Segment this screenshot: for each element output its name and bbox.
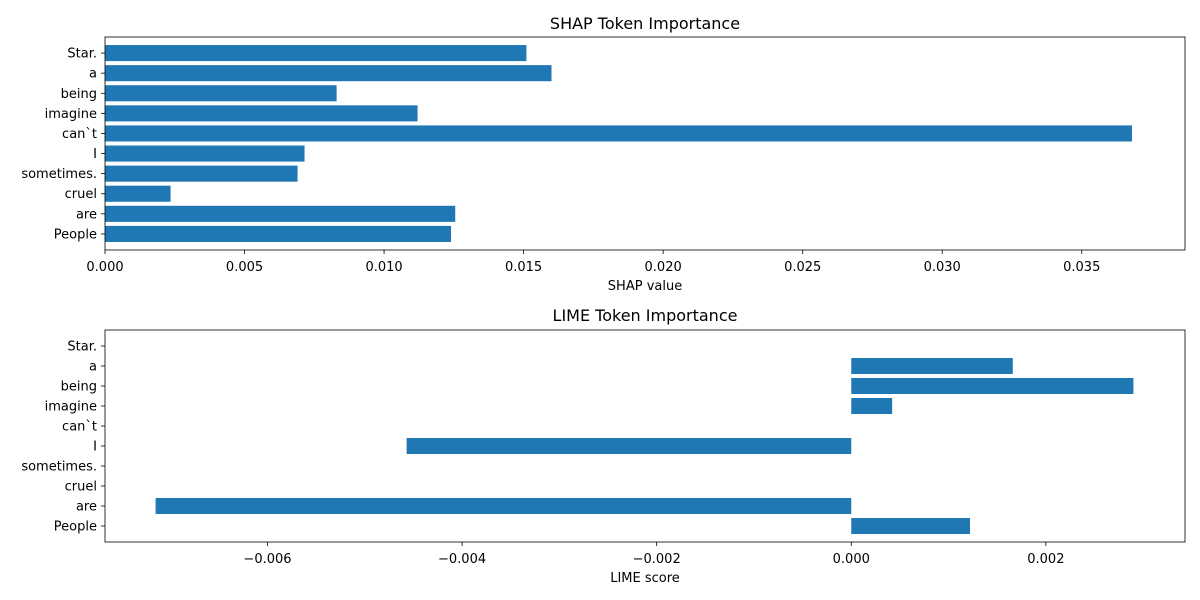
y-tick-label: are [76, 500, 97, 515]
x-tick-label: 0.015 [505, 260, 542, 275]
x-tick-label: −0.002 [633, 552, 681, 567]
y-tick-label: I [93, 440, 97, 455]
x-tick-label: 0.035 [1063, 260, 1100, 275]
bar [105, 85, 337, 102]
y-tick-label: are [76, 207, 97, 222]
axes-frame [104, 36, 1186, 251]
y-tick-label: I [93, 147, 97, 162]
x-axis-label: SHAP value [608, 279, 682, 294]
bar [105, 45, 527, 62]
x-tick-label: 0.002 [1027, 552, 1064, 567]
chart-title: LIME Token Importance [553, 306, 738, 325]
y-tick-label: imagine [45, 107, 97, 122]
bar [851, 358, 1013, 374]
axes-frame [104, 329, 1186, 543]
bar [851, 398, 893, 414]
y-tick-label: being [61, 380, 97, 395]
bar [105, 145, 305, 162]
x-tick-label: 0.025 [784, 260, 821, 275]
bar [851, 378, 1134, 394]
y-tick-label: People [54, 520, 97, 535]
chart-title: SHAP Token Importance [550, 14, 740, 33]
bar [105, 105, 418, 122]
y-tick-label: cruel [65, 480, 97, 495]
bar [105, 65, 552, 82]
x-tick-label: 0.005 [226, 260, 263, 275]
bar [105, 185, 171, 202]
bar [105, 225, 452, 242]
x-axis-label: LIME score [610, 571, 680, 586]
x-tick-label: 0.030 [924, 260, 961, 275]
bar [105, 125, 1132, 142]
x-tick-label: −0.004 [438, 552, 486, 567]
y-tick-label: being [61, 87, 97, 102]
bar [406, 438, 852, 454]
y-tick-label: Star. [67, 340, 97, 355]
y-tick-label: can`t [62, 420, 97, 435]
x-tick-label: 0.020 [645, 260, 682, 275]
x-tick-label: 0.000 [833, 552, 870, 567]
bar [105, 165, 298, 182]
bar [105, 205, 456, 222]
y-tick-label: sometimes. [21, 167, 97, 182]
y-tick-label: imagine [45, 400, 97, 415]
y-tick-label: a [89, 360, 97, 375]
bar [851, 518, 970, 534]
lime-chart: LIME Token Importance LIME score People a… [21, 306, 1186, 586]
x-tick-label: −0.006 [243, 552, 291, 567]
shap-chart: SHAP Token Importance SHAP value People a… [21, 14, 1186, 294]
bar [155, 498, 852, 514]
y-tick-label: cruel [65, 187, 97, 202]
y-tick-label: sometimes. [21, 460, 97, 475]
y-tick-label: a [89, 67, 97, 82]
x-tick-label: 0.010 [365, 260, 402, 275]
y-tick-label: People [54, 227, 97, 242]
y-tick-label: can`t [62, 127, 97, 142]
x-tick-label: 0.000 [86, 260, 123, 275]
y-tick-label: Star. [67, 47, 97, 62]
